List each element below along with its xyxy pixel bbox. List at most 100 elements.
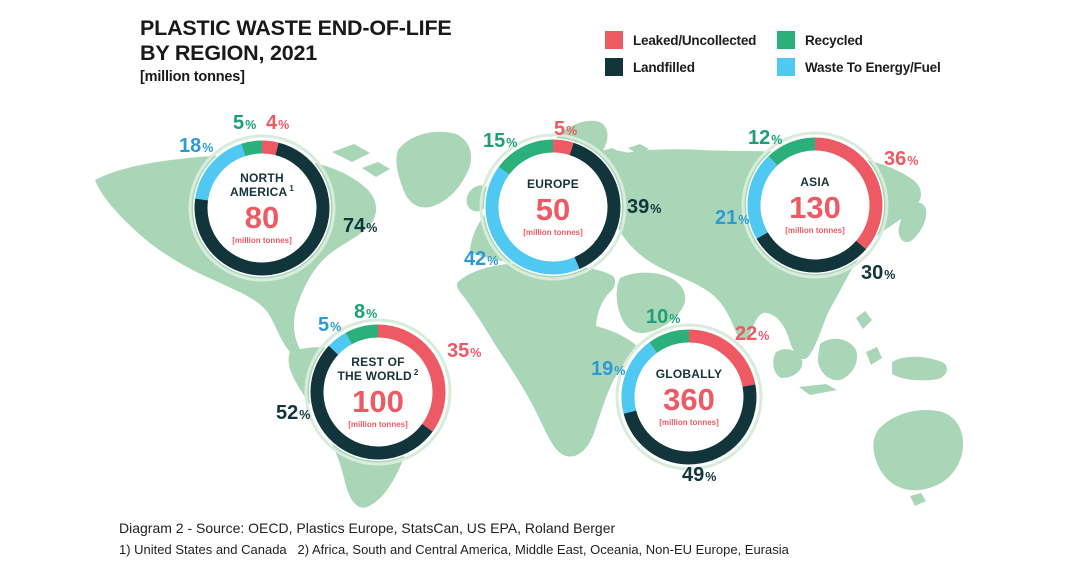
donut-center-asia: ASIA 130 [million tonnes] [748,138,882,272]
pct-label-north-america-recycled: 5% [233,112,256,134]
donut-ring-europe [479,133,627,281]
percent-sign: % [614,364,626,378]
region-name: REST OF [351,355,405,369]
donut-globally: GLOBALLY 360 [million tonnes] [594,302,784,492]
region-unit: [million tonnes] [232,236,292,245]
pct-label-globally-landfilled: 49% [682,464,717,486]
region-name: NORTH [240,171,284,185]
land-new-zealand-north [938,443,952,459]
pct-label-globally-recycled: 10% [646,307,680,328]
segment-north-america-leaked [194,140,330,276]
footnote-marker: 1 [289,184,295,193]
pct-label-north-america-landfilled: 74% [343,215,378,237]
pct-label-europe-wte: 42% [464,248,498,270]
percent-sign: % [566,124,578,138]
donut-rest-of-the-world: REST OF THE WORLD 2 100 [million tonnes] [283,297,473,487]
land-australia [873,410,964,491]
pct-value: 4 [266,112,278,134]
percent-sign: % [366,221,378,235]
percent-sign: % [470,346,482,360]
footnote-marker: 2 [413,368,419,377]
donut-center-globally: GLOBALLY 360 [million tonnes] [622,330,756,464]
percent-sign: % [299,408,311,422]
region-total: 50 [535,192,571,227]
pct-label-asia-leaked: 36% [884,148,919,170]
legend-label-recycled: Recycled [805,32,863,48]
segment-globally-wte [621,329,757,465]
land-siberia-islands [598,148,622,158]
legend-label-leaked: Leaked/Uncollected [633,32,757,48]
region-name: EUROPE [527,177,579,191]
title-line-1: PLASTIC WASTE END-OF-LIFE [140,16,452,40]
pct-value: 42 [464,248,487,270]
land-borneo [817,338,858,381]
segment-north-america-landfilled [194,140,330,276]
pct-value: 12 [748,127,771,149]
legend-swatch-leaked [605,31,623,49]
percent-sign: % [907,154,919,168]
land-tasmania [910,493,926,506]
land-greenland [396,131,472,208]
legend-item-recycled: Recycled [777,31,863,49]
donut-center-europe: EUROPE 50 [million tonnes] [486,140,620,274]
pct-value: 19 [591,358,614,380]
segment-rest-of-the-world-recycled [310,324,446,460]
segment-europe-wte [485,139,621,275]
region-total: 80 [244,200,280,235]
pct-value: 74 [343,215,366,237]
land-arabia [616,272,686,334]
pct-value: 18 [179,135,202,157]
segment-europe-recycled [485,139,621,275]
pct-value: 36 [884,148,907,170]
pct-label-globally-wte: 19% [591,358,626,380]
region-unit: [million tonnes] [659,418,719,427]
land-arctic-islands [332,144,370,162]
title-line-2: BY REGION, 2021 [140,41,318,65]
land-new-guinea [892,356,947,381]
land-new-zealand-south [917,465,936,485]
pct-value: 52 [276,402,299,424]
donut-asia: ASIA 130 [million tonnes] [720,110,910,300]
land-siberia-islands-2 [628,144,649,154]
pct-label-north-america-wte: 18% [179,135,213,157]
percent-sign: % [650,202,662,216]
region-name: THE WORLD 2 [337,368,419,384]
pct-label-globally-leaked: 22% [735,324,769,345]
legend-item-leaked: Leaked/Uncollected [605,31,756,49]
land-japan [898,202,927,243]
percent-sign: % [330,320,342,334]
region-total: 130 [789,190,841,225]
region-total: 360 [663,382,715,417]
region-unit: [million tonnes] [523,228,583,237]
percent-sign: % [366,307,378,321]
region-name: GLOBALLY [655,367,723,381]
land-sumatra [773,349,803,378]
pct-label-asia-landfilled: 30% [861,262,895,284]
donut-ring-rest-of-the-world [304,318,452,466]
land-java [799,384,837,395]
donut-europe: EUROPE 50 [million tonnes] [458,112,648,302]
pct-value: 5 [318,314,330,336]
donut-ring-north-america [188,134,336,282]
region-unit: [million tonnes] [785,226,845,235]
legend-label-wte: Waste To Energy/Fuel [805,59,941,75]
pct-value: 8 [354,301,366,323]
pct-value: 49 [682,464,705,486]
legend-swatch-recycled [777,31,795,49]
pct-label-north-america-leaked: 4% [266,112,289,134]
source-note: Diagram 2 - Source: OECD, Plastics Europ… [119,520,616,536]
land-sulawesi [866,347,882,365]
pct-value: 5 [233,112,245,134]
donut-center-rest-of-the-world: REST OF THE WORLD 2 100 [million tonnes] [311,325,445,459]
segment-asia-wte [747,137,883,273]
region-total: 100 [352,384,404,419]
segment-europe-landfilled [485,139,621,275]
pct-value: 39 [627,196,650,218]
pct-value: 30 [861,262,884,284]
legend-item-landfilled: Landfilled [605,58,695,76]
percent-sign: % [705,470,717,484]
pct-value: 15 [483,130,506,152]
pct-value: 35 [447,340,470,362]
footnotes: 1) United States and Canada 2) Africa, S… [119,542,789,557]
pct-label-asia-recycled: 12% [748,127,782,149]
